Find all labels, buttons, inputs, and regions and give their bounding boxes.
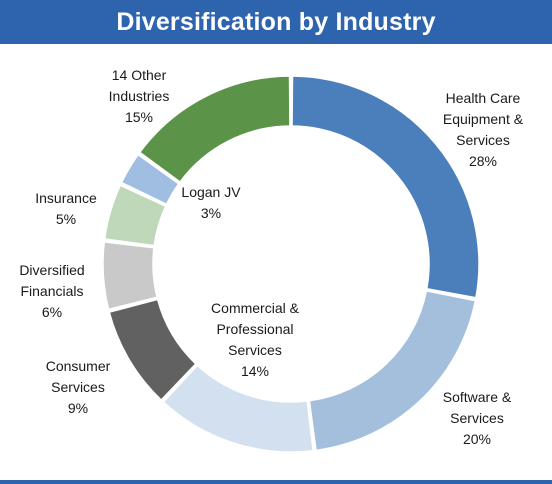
slice-label-7: 14 Other Industries 15% bbox=[109, 67, 170, 125]
slice-name-5-line-0: Insurance bbox=[35, 190, 97, 206]
slice-value-2: 14% bbox=[241, 363, 269, 379]
slice-value-6: 3% bbox=[201, 205, 221, 221]
chart-title: Diversification by Industry bbox=[116, 7, 436, 36]
slice-name-0-line-0: Health Care bbox=[446, 90, 521, 106]
slice-name-7-line-0: 14 Other bbox=[112, 67, 167, 83]
slice-name-3-line-0: Consumer bbox=[46, 358, 111, 374]
donut-slice-0 bbox=[291, 75, 480, 299]
slice-label-1: Software & Services 20% bbox=[443, 389, 512, 447]
slice-label-6: Logan JV 3% bbox=[181, 184, 241, 221]
slice-name-2-line-2: Services bbox=[228, 342, 282, 358]
slice-name-0-line-2: Services bbox=[456, 132, 510, 148]
slice-value-3: 9% bbox=[68, 400, 88, 416]
donut-slice-5 bbox=[103, 184, 167, 247]
slice-value-4: 6% bbox=[42, 304, 62, 320]
donut-slice-4 bbox=[102, 241, 158, 311]
donut-slice-1 bbox=[308, 290, 477, 452]
donut-slice-2 bbox=[162, 364, 314, 453]
slice-label-5: Insurance 5% bbox=[35, 190, 97, 227]
slice-value-5: 5% bbox=[56, 211, 76, 227]
slice-value-0: 28% bbox=[469, 153, 497, 169]
slice-name-4-line-0: Diversified bbox=[19, 262, 84, 278]
slice-label-2: Commercial & Professional Services 14% bbox=[211, 300, 300, 379]
slice-name-6-line-0: Logan JV bbox=[181, 184, 241, 200]
slice-name-4-line-1: Financials bbox=[20, 283, 83, 299]
slice-label-4: Diversified Financials 6% bbox=[19, 262, 84, 320]
bottom-bar bbox=[0, 480, 552, 484]
slice-name-0-line-1: Equipment & bbox=[443, 111, 524, 127]
donut-slice-7 bbox=[138, 75, 291, 184]
slice-value-1: 20% bbox=[463, 431, 491, 447]
slice-name-2-line-1: Professional bbox=[216, 321, 293, 337]
title-bar: Diversification by Industry bbox=[0, 0, 552, 44]
slice-label-3: Consumer Services 9% bbox=[46, 358, 111, 416]
slice-name-3-line-1: Services bbox=[51, 379, 105, 395]
slice-label-0: Health Care Equipment & Services 28% bbox=[443, 90, 524, 169]
donut-slice-3 bbox=[108, 298, 197, 402]
slice-name-1-line-1: Services bbox=[450, 410, 504, 426]
donut-slices bbox=[102, 75, 480, 453]
slice-name-2-line-0: Commercial & bbox=[211, 300, 300, 316]
slice-labels: Health Care Equipment & Services 28% Softwar… bbox=[19, 67, 523, 447]
slice-name-7-line-1: Industries bbox=[109, 88, 170, 104]
slice-name-1-line-0: Software & bbox=[443, 389, 512, 405]
donut-slice-6 bbox=[120, 153, 180, 206]
slice-value-7: 15% bbox=[125, 109, 153, 125]
